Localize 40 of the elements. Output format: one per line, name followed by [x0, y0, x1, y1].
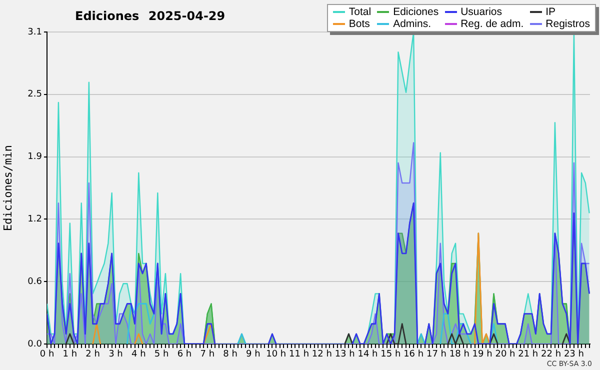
x-tick-label: 16 h	[404, 350, 424, 360]
x-tick-label: 6 h	[177, 350, 192, 360]
x-tick-label: 7 h	[200, 350, 215, 360]
x-tick-label: 23 h	[564, 350, 584, 360]
legend-label: Registros	[546, 18, 590, 30]
x-tick-label: 9 h	[246, 350, 260, 360]
legend-label: Admins.	[393, 18, 431, 30]
x-tick-label: 20 h	[495, 350, 516, 360]
x-tick-label: 1 h	[62, 350, 78, 360]
x-tick-label: 13 h	[334, 350, 355, 360]
y-tick-label: 1.9	[28, 152, 42, 162]
x-tick-label: 17 h	[426, 350, 447, 360]
x-tick-label: 11 h	[289, 350, 310, 360]
x-tick-label: 10 h	[266, 350, 286, 360]
x-tick-label: 19 h	[472, 350, 492, 360]
y-tick-label: 0.6	[28, 276, 42, 287]
y-tick-label: 3.1	[28, 27, 42, 38]
x-tick-label: 4 h	[131, 350, 146, 360]
x-tick-label: 3 h	[108, 350, 123, 360]
x-tick-label: 12 h	[312, 350, 332, 360]
x-tick-label: 5 h	[154, 350, 169, 360]
y-tick-label: 1.2	[28, 214, 42, 225]
legend-label: Reg. de adm.	[460, 18, 524, 30]
x-tick-label: 0 h	[40, 350, 54, 360]
x-tick-label: 18 h	[449, 350, 470, 360]
x-tick-label: 14 h	[358, 350, 378, 360]
x-tick-label: 8 h	[223, 350, 238, 360]
legend-label: Bots	[348, 18, 370, 30]
x-tick-label: 21 h	[518, 350, 538, 360]
legend-label: IP	[546, 6, 556, 18]
x-tick-label: 15 h	[380, 350, 401, 360]
chart-title: Ediciones 2025-04-29	[75, 9, 226, 23]
x-tick-label: 2 h	[86, 350, 100, 360]
y-axis-title: Ediciones/min	[1, 144, 14, 232]
legend-label: Ediciones	[393, 6, 439, 18]
legend-label: Total	[348, 6, 372, 18]
y-tick-label: 2.5	[28, 90, 42, 100]
legend-label: Usuarios	[460, 6, 502, 18]
y-tick-label: 0.0	[28, 339, 42, 350]
x-tick-label: 22 h	[541, 350, 562, 360]
